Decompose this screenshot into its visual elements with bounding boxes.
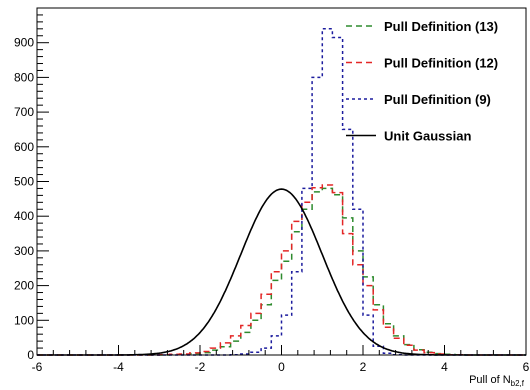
x-tick-label: 0: [278, 360, 285, 374]
series-pull-definition-9: [37, 28, 526, 356]
y-tick-label: 900: [14, 36, 34, 50]
y-tick-label: 200: [14, 279, 34, 293]
x-tick-label: -2: [195, 360, 206, 374]
legend-label-unit-gaussian: Unit Gaussian: [384, 129, 471, 144]
x-tick-label: 4: [441, 360, 448, 374]
series-unit-gaussian: [37, 188, 526, 356]
x-axis-title: Pull of Nb2,f: [469, 374, 525, 388]
x-axis-title-subscript: b2,f: [511, 379, 525, 388]
y-tick-label: 800: [14, 70, 34, 84]
x-tick-label: 6: [523, 360, 530, 374]
series-layer: [37, 28, 526, 356]
legend-label-pull-definition-9: Pull Definition (9): [384, 92, 491, 107]
y-tick-label: 0: [27, 348, 34, 362]
y-tick-label: 100: [14, 313, 34, 327]
y-tick-label: 700: [14, 105, 34, 119]
y-tick-label: 500: [14, 175, 34, 189]
series-pull-definition-13: [37, 187, 526, 356]
legend-label-pull-definition-12: Pull Definition (12): [384, 56, 498, 71]
y-tick-label: 400: [14, 209, 34, 223]
y-tick-label: 600: [14, 140, 34, 154]
axis-ticks: [36, 7, 527, 356]
x-tick-label: -4: [113, 360, 124, 374]
axis-tick-labels: -6 -4 -2 0 2 4 6 0 100 200 300 400 500 600 700 800 900: [14, 36, 530, 374]
y-tick-label: 300: [14, 244, 34, 258]
legend-label-pull-definition-13: Pull Definition (13): [384, 19, 498, 34]
x-tick-label: -6: [32, 360, 43, 374]
legend: Pull Definition (13) Pull Definition (12)…: [346, 19, 498, 144]
x-tick-label: 2: [360, 360, 367, 374]
